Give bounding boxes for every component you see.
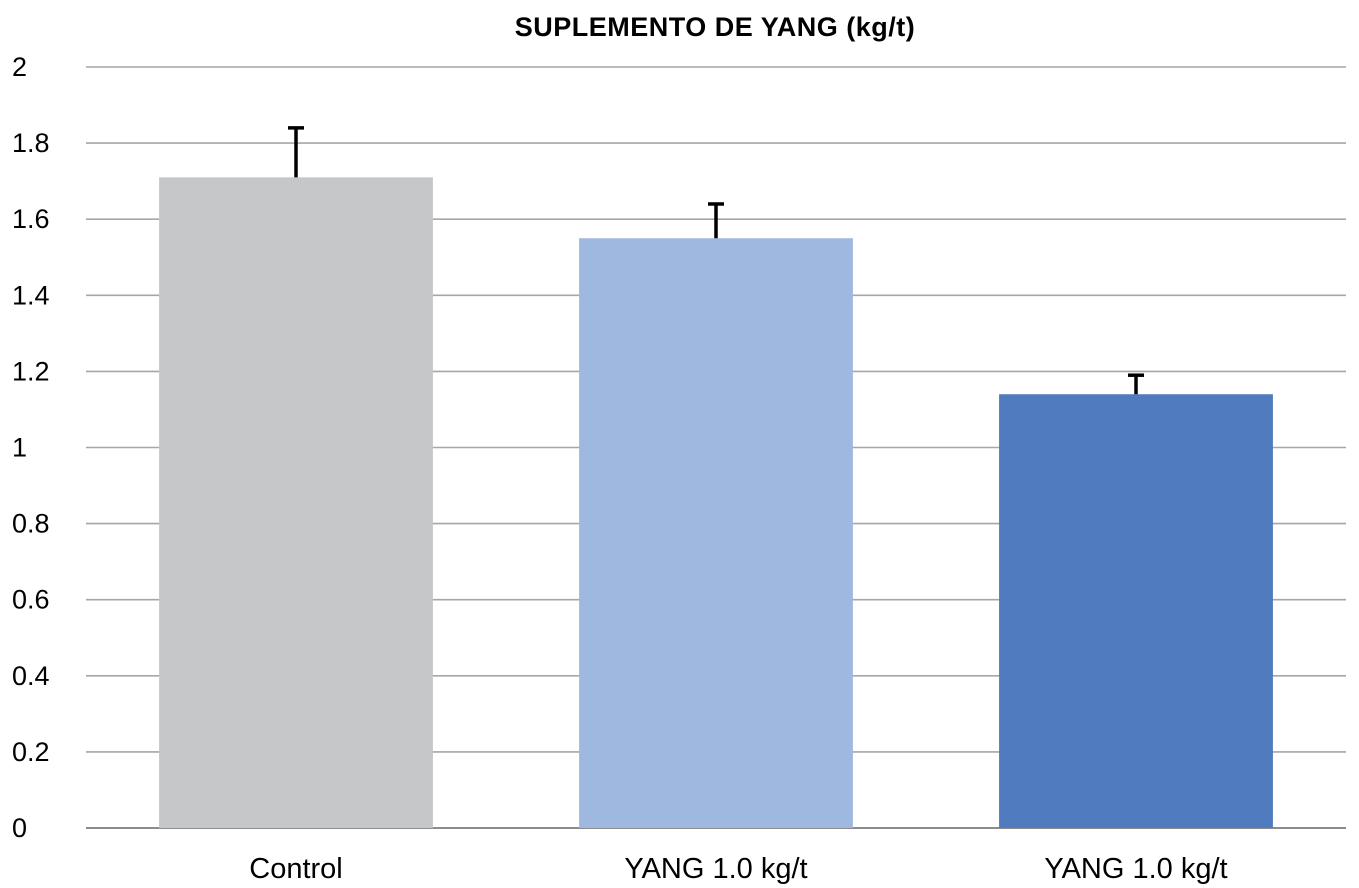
y-tick-label: 1 — [12, 433, 27, 463]
bar — [579, 238, 853, 829]
chart-title: SUPLEMENTO DE YANG (kg/t) — [515, 12, 916, 42]
y-axis-tick-labels: 0 0.2 0.4 0.6 0.8 1 1.2 1.4 1.6 1.8 2 — [12, 52, 50, 843]
bars — [159, 177, 1273, 829]
x-tick-label: YANG 1.0 kg/t — [1044, 853, 1227, 885]
error-bar — [288, 126, 304, 178]
y-tick-label: 0.4 — [12, 661, 50, 691]
bar — [159, 177, 433, 829]
x-axis-tick-labels: Control YANG 1.0 kg/t YANG 1.0 kg/t — [249, 853, 1227, 885]
error-bar — [1128, 373, 1144, 395]
bar — [999, 394, 1273, 828]
y-tick-label: 0.2 — [12, 737, 50, 767]
y-tick-label: 0 — [12, 813, 27, 843]
y-tick-label: 1.2 — [12, 356, 50, 386]
y-tick-label: 2 — [12, 52, 27, 82]
y-tick-label: 1.8 — [12, 128, 50, 158]
x-tick-label: Control — [249, 853, 343, 885]
y-tick-label: 0.6 — [12, 585, 50, 615]
error-bar — [708, 202, 724, 239]
error-bars — [288, 126, 1144, 395]
y-tick-label: 1.6 — [12, 204, 50, 234]
y-tick-label: 1.4 — [12, 280, 50, 310]
x-tick-label: YANG 1.0 kg/t — [624, 853, 807, 885]
y-tick-label: 0.8 — [12, 509, 50, 539]
